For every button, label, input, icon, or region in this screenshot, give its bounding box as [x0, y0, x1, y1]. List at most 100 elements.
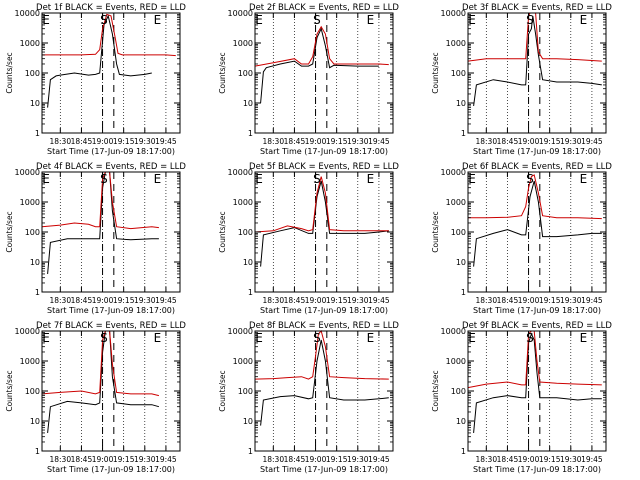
y-tick-label: 10 [243, 99, 253, 108]
panel-title: Det 8f BLACK = Events, RED = LLD [249, 321, 399, 331]
x-tick-label: 18:45 [71, 455, 93, 464]
y-axis-label: Counts/sec [218, 52, 227, 93]
y-tick-label: 100 [25, 387, 40, 396]
det-8f: 1 10 100 1000 10000 18:30 18:45 19:00 19:15 19:30… [218, 321, 399, 474]
y-axis-label: Counts/sec [5, 211, 14, 252]
x-tick-label: 19:45 [368, 455, 390, 464]
x-tick-label: 18:45 [284, 296, 306, 305]
x-tick-label: 19:00 [92, 455, 114, 464]
y-tick-label: 10 [456, 258, 466, 267]
x-tick-label: 19:45 [155, 296, 177, 305]
det-4f: 1 10 100 1000 10000 18:30 18:45 19:00 19:15 19:30… [5, 162, 186, 315]
y-axis-label: Counts/sec [5, 370, 14, 411]
x-tick-label: 19:00 [518, 455, 540, 464]
x-tick-label: 18:30 [475, 296, 497, 305]
y-tick-label: 1000 [20, 198, 40, 207]
panel-title: Det 4f BLACK = Events, RED = LLD [36, 162, 186, 172]
y-tick-label: 10 [30, 99, 40, 108]
y-axis-label: Counts/sec [431, 370, 440, 411]
lld-series-line [254, 25, 389, 67]
plot-frame [41, 12, 181, 134]
y-tick-label: 100 [25, 228, 40, 237]
y-tick-label: 1 [248, 288, 253, 297]
x-tick-label: 18:30 [262, 137, 284, 146]
events-series-line [47, 171, 159, 274]
interval-marker-label: E [367, 331, 375, 345]
interval-marker-label: S [313, 172, 321, 186]
det-3f: 1 10 100 1000 10000 18:30 18:45 19:00 19:15 19:30… [431, 3, 612, 156]
det-9f: 1 10 100 1000 10000 18:30 18:45 19:00 19:15 19:30… [431, 321, 612, 474]
interval-marker-label: E [154, 13, 162, 27]
events-series-line [260, 27, 379, 104]
panel-title: Det 6f BLACK = Events, RED = LLD [462, 162, 612, 172]
y-tick-label: 10 [30, 417, 40, 426]
lld-series-line [42, 13, 176, 57]
x-tick-label: 19:15 [113, 296, 135, 305]
plot-frame [467, 330, 607, 452]
y-axis-label: Counts/sec [218, 211, 227, 252]
interval-marker-label: S [100, 331, 108, 345]
plot-frame [467, 171, 607, 293]
det-6f: 1 10 100 1000 10000 18:30 18:45 19:00 19:15 19:30… [431, 162, 612, 315]
x-tick-label: 18:30 [262, 455, 284, 464]
x-axis-label: Start Time (17-Jun-09 18:17:00) [260, 147, 388, 156]
x-tick-label: 18:30 [262, 296, 284, 305]
x-tick-label: 19:30 [560, 455, 582, 464]
interval-marker-label: E [255, 13, 263, 27]
y-tick-label: 100 [451, 387, 466, 396]
x-tick-label: 19:15 [539, 137, 561, 146]
x-tick-label: 19:30 [347, 137, 369, 146]
y-tick-label: 1 [461, 447, 466, 456]
y-axis-label: Counts/sec [5, 52, 14, 93]
y-tick-label: 10 [456, 99, 466, 108]
interval-marker-label: E [255, 172, 263, 186]
x-tick-label: 19:45 [581, 455, 603, 464]
y-tick-label: 100 [451, 69, 466, 78]
interval-marker-label: E [255, 331, 263, 345]
x-tick-label: 19:30 [560, 296, 582, 305]
interval-marker-label: S [313, 13, 321, 27]
x-tick-label: 18:45 [497, 455, 519, 464]
x-axis-label: Start Time (17-Jun-09 18:17:00) [47, 306, 175, 315]
det-1f: 1 10 100 1000 10000 18:30 18:45 19:00 19:15 19:30… [5, 3, 186, 156]
x-axis-label: Start Time (17-Jun-09 18:17:00) [473, 465, 601, 474]
events-series-line [473, 180, 602, 267]
y-tick-label: 1 [35, 288, 40, 297]
y-tick-label: 10000 [228, 168, 253, 177]
events-series-line [260, 180, 389, 267]
interval-marker-label: S [526, 331, 534, 345]
interval-marker-label: S [100, 172, 108, 186]
y-axis-label: Counts/sec [431, 211, 440, 252]
y-tick-label: 10000 [15, 168, 40, 177]
x-tick-label: 19:00 [518, 296, 540, 305]
events-series-line [473, 332, 602, 433]
y-tick-label: 10 [243, 258, 253, 267]
interval-marker-label: S [526, 172, 534, 186]
x-tick-label: 19:00 [305, 137, 327, 146]
det-7f: 1 10 100 1000 10000 18:30 18:45 19:00 19:15 19:30… [5, 321, 186, 474]
x-tick-label: 19:30 [134, 137, 156, 146]
x-tick-label: 19:15 [326, 455, 348, 464]
x-axis-label: Start Time (17-Jun-09 18:17:00) [473, 147, 601, 156]
x-tick-label: 19:00 [518, 137, 540, 146]
y-tick-label: 100 [25, 69, 40, 78]
x-axis-label: Start Time (17-Jun-09 18:17:00) [260, 465, 388, 474]
y-tick-label: 10 [30, 258, 40, 267]
interval-marker-label: E [42, 13, 50, 27]
x-tick-label: 19:30 [560, 137, 582, 146]
interval-marker-label: E [42, 331, 50, 345]
x-axis-label: Start Time (17-Jun-09 18:17:00) [260, 306, 388, 315]
x-tick-label: 18:45 [284, 137, 306, 146]
y-tick-label: 1000 [446, 357, 466, 366]
x-tick-label: 18:30 [49, 137, 71, 146]
panel-title: Det 7f BLACK = Events, RED = LLD [36, 321, 186, 331]
y-axis-label: Counts/sec [218, 370, 227, 411]
y-tick-label: 10000 [228, 327, 253, 336]
x-tick-label: 18:45 [71, 137, 93, 146]
y-tick-label: 1 [248, 129, 253, 138]
x-tick-label: 18:45 [284, 455, 306, 464]
interval-marker-label: E [367, 172, 375, 186]
interval-marker-label: E [154, 172, 162, 186]
x-tick-label: 18:30 [49, 296, 71, 305]
y-tick-label: 1 [248, 447, 253, 456]
